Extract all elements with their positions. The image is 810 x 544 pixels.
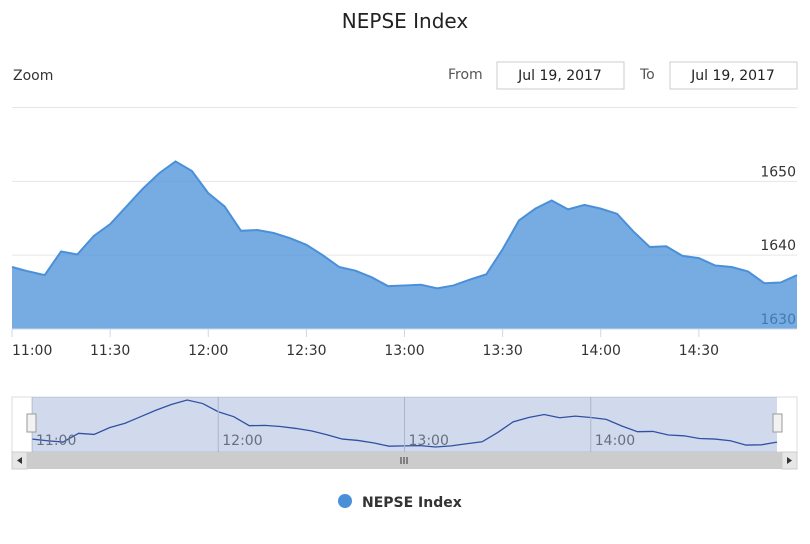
y-tick-label: 1640 bbox=[760, 238, 796, 254]
from-label: From bbox=[448, 67, 483, 83]
to-value[interactable]: Jul 19, 2017 bbox=[690, 68, 775, 84]
to-input[interactable] bbox=[669, 61, 798, 90]
x-tick-label: 13:30 bbox=[482, 343, 522, 359]
y-tick-label: 1650 bbox=[760, 164, 796, 180]
scrollbar-left-arrow bbox=[17, 457, 22, 464]
area-fill bbox=[12, 161, 797, 329]
legend-label[interactable]: NEPSE Index bbox=[362, 495, 462, 511]
x-tick-label: 12:00 bbox=[188, 343, 228, 359]
navigator-tick-label: 13:00 bbox=[409, 433, 449, 449]
navigator-tick-label: 12:00 bbox=[222, 433, 262, 449]
from-value[interactable]: Jul 19, 2017 bbox=[517, 68, 602, 84]
series-line bbox=[11, 160, 798, 290]
legend-marker bbox=[338, 494, 352, 508]
navigator-handle-left[interactable] bbox=[26, 413, 37, 433]
x-tick-label: 12:30 bbox=[286, 343, 326, 359]
navigator-tick-label: 11:00 bbox=[36, 433, 76, 449]
to-label: To bbox=[639, 67, 655, 83]
scrollbar-grip bbox=[400, 457, 408, 464]
zoom-label: Zoom bbox=[13, 68, 53, 84]
from-input[interactable] bbox=[496, 61, 625, 90]
navigator-tick-label: 14:00 bbox=[595, 433, 635, 449]
chart-title: NEPSE Index bbox=[342, 9, 469, 33]
navigator-handle-right[interactable] bbox=[772, 413, 783, 433]
x-tick-label: 11:30 bbox=[90, 343, 130, 359]
x-tick-label: 11:00 bbox=[12, 343, 52, 359]
x-tick-label: 14:00 bbox=[581, 343, 621, 359]
navigator-mask[interactable] bbox=[32, 397, 777, 452]
x-tick-label: 13:00 bbox=[384, 343, 424, 359]
scrollbar-right-arrow bbox=[787, 457, 792, 464]
x-tick-label: 14:30 bbox=[679, 343, 719, 359]
